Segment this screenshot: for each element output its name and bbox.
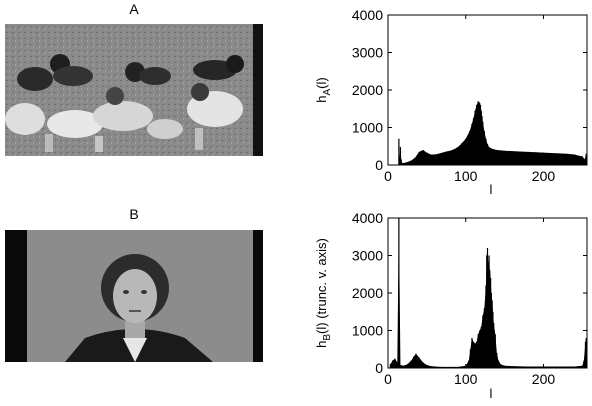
chart-a-xlabel: l	[490, 182, 493, 197]
chart-b-ylabel: hB(l) (trunc. v. axis)	[314, 238, 333, 348]
chart-a-ytick-label: 3000	[352, 45, 383, 61]
chart-a-xtick-label: 0	[384, 168, 392, 184]
photo-b-portrait	[5, 230, 263, 362]
chart-a-axes-box	[387, 14, 588, 166]
chart-a-xtick-label: 200	[532, 168, 556, 184]
chart-a-ytick-label: 0	[375, 157, 383, 173]
chart-b-xlabel: l	[490, 386, 493, 401]
portrait-image	[5, 230, 263, 362]
football-players-image	[5, 24, 263, 156]
panel-a-title: A	[129, 1, 139, 17]
chart-a-histogram-area	[398, 101, 587, 165]
chart-b-xtick-label: 200	[532, 371, 556, 387]
chart-b-ytick-label: 4000	[352, 210, 383, 226]
chart-a-ytick-label: 4000	[352, 7, 383, 23]
chart-b-ytick-label: 1000	[352, 323, 383, 339]
chart-a-xtick-label: 100	[454, 168, 478, 184]
chart-b-ytick-label: 0	[375, 360, 383, 376]
chart-b-ytick-label: 2000	[352, 285, 383, 301]
chart-a-ylabel: hA(l)	[314, 77, 333, 102]
panel-b-title: B	[129, 206, 139, 222]
photo-a-football	[5, 24, 263, 156]
chart-a-ytick-label: 1000	[352, 120, 383, 136]
chart-b-ytick-label: 3000	[352, 248, 383, 264]
chart-a-ytick-label: 2000	[352, 82, 383, 98]
chart-b-xtick-label: 0	[384, 371, 392, 387]
chart-b-xtick-label: 100	[454, 371, 478, 387]
